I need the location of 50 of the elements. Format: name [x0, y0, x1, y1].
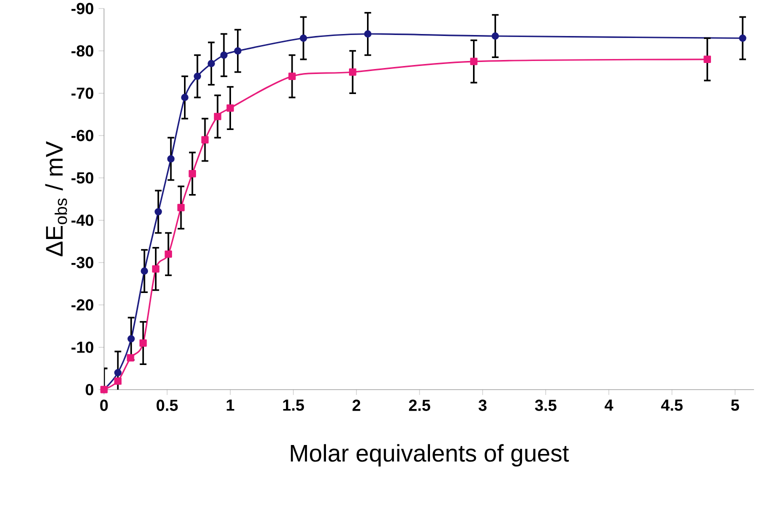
point: [234, 47, 242, 55]
point: [220, 51, 228, 59]
point: [164, 250, 172, 258]
point: [127, 335, 135, 342]
point: [114, 377, 122, 385]
point: [492, 32, 499, 40]
point: [201, 136, 209, 144]
y-tick-label: -40: [71, 214, 94, 226]
y-tick-label: -80: [71, 45, 94, 57]
x-tick-label: 4: [604, 400, 614, 411]
point: [214, 112, 222, 120]
y-tick-label: -60: [71, 130, 94, 142]
x-tick-label: 3: [478, 400, 487, 412]
y-axis-title: ΔE$_{obs}$ / mV: [45, 141, 68, 256]
point: [152, 265, 160, 273]
y-tick-label: -70: [71, 88, 94, 99]
y-tick-label: 0: [86, 384, 94, 396]
point: [226, 104, 234, 112]
point: [738, 34, 746, 42]
point: [704, 56, 711, 64]
point: [114, 369, 122, 376]
y-tick-label: -10: [71, 342, 94, 353]
point: [348, 68, 356, 76]
point: [181, 94, 188, 102]
x-tick-label: 1: [226, 400, 234, 411]
y-tick-label: -50: [71, 172, 94, 184]
x-tick-label: 3.5: [535, 400, 556, 412]
x-tick-label: 0.5: [156, 400, 178, 411]
point: [140, 267, 148, 275]
y-tick-label: -20: [71, 299, 94, 311]
x-tick-label: 4.5: [661, 400, 683, 411]
point: [300, 34, 308, 42]
point: [139, 339, 147, 347]
point: [288, 72, 296, 80]
point: [208, 60, 215, 68]
point: [364, 30, 372, 38]
x-tick-label: 0: [100, 400, 108, 411]
y-tick-label: -90: [71, 2, 94, 14]
x-axis-title: Molar equivalents of guest: [290, 444, 569, 467]
x-tick-label: 2.5: [408, 400, 430, 411]
point: [154, 208, 162, 216]
point: [167, 155, 175, 163]
x-tick-label: 2: [352, 400, 360, 411]
x-tick-label: 5: [731, 400, 740, 411]
point: [177, 204, 185, 212]
point: [188, 170, 196, 178]
x-tick-label: 1.5: [283, 400, 304, 411]
y-tick-label: -30: [71, 256, 94, 268]
point: [470, 58, 478, 66]
point: [194, 72, 202, 80]
